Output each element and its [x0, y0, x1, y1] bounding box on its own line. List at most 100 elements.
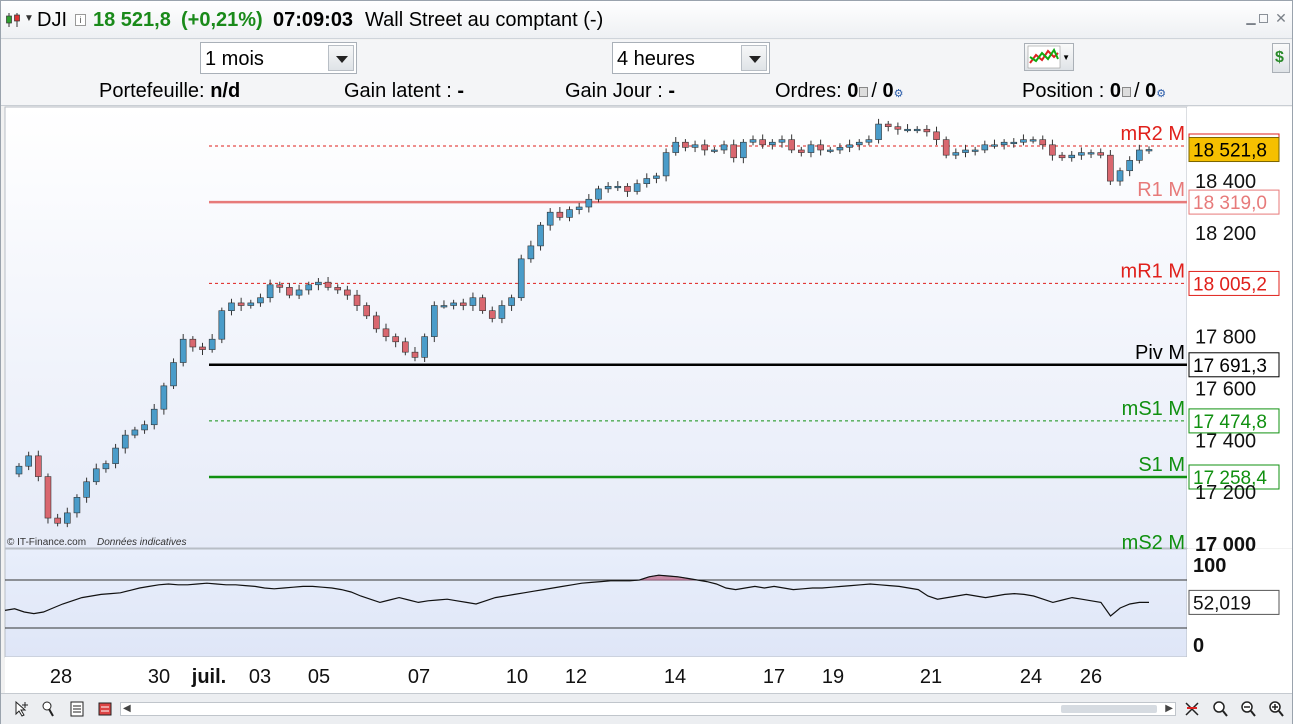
order-book-icon[interactable] [859, 86, 869, 97]
candle-body [527, 245, 535, 260]
symbol: DJI [37, 9, 67, 31]
candle [585, 194, 593, 213]
gears-icon[interactable]: ⚙ [893, 87, 904, 100]
interval-select[interactable]: 4 heures [612, 42, 770, 74]
candle [904, 124, 911, 133]
time-scrollbar[interactable]: ◀ ▶ [120, 702, 1176, 716]
scroll-thumb[interactable] [1061, 705, 1157, 713]
candle-body [1020, 139, 1027, 143]
candle-body [846, 144, 853, 148]
draw-icon[interactable] [41, 700, 57, 718]
candle [798, 146, 805, 157]
candle [44, 473, 52, 524]
x-tick-label: juil. [191, 666, 226, 688]
level-value-r1-m: 18 319,0 [1193, 193, 1267, 214]
candle [431, 301, 438, 343]
candle [276, 281, 284, 293]
zoom-in-icon[interactable] [1268, 700, 1284, 718]
candle [334, 284, 342, 294]
gears-icon[interactable]: ⚙ [1156, 87, 1167, 100]
indicator-tick-min: 0 [1193, 635, 1204, 657]
dropdown-arrow-icon[interactable]: ▼ [24, 13, 34, 24]
dollar-icon: $ [1275, 49, 1284, 66]
price-change: (+0,21%) [181, 9, 263, 31]
interval-value: 4 heures [617, 48, 695, 70]
candle-body [942, 139, 950, 156]
level-name-piv-m: Piv M [1135, 342, 1185, 364]
instrument-name: Wall Street au comptant (-) [365, 9, 604, 31]
list-icon[interactable] [69, 700, 85, 718]
zoom-fit-icon[interactable] [1212, 700, 1228, 718]
candle [817, 139, 824, 156]
candle [411, 346, 419, 362]
candle-body [54, 517, 61, 524]
bottom-toolbar: ◀ ▶ [1, 693, 1292, 724]
position-book-icon[interactable] [1121, 86, 1131, 97]
level-name-s1-m: S1 M [1138, 454, 1185, 476]
candle [315, 278, 322, 291]
candle [614, 181, 622, 191]
chevron-down-icon[interactable] [328, 45, 354, 71]
chevron-down-icon[interactable]: ▼ [1062, 53, 1070, 62]
candle-body [382, 328, 390, 337]
candle [653, 172, 660, 184]
candle [421, 333, 428, 363]
candle [682, 139, 689, 152]
candle [1029, 136, 1037, 144]
candle [1116, 167, 1124, 186]
candle-body [334, 287, 342, 291]
candle-body [402, 341, 409, 353]
day-gain-label: Gain Jour : [565, 80, 663, 102]
position-separator: / [1133, 80, 1140, 102]
candle [836, 143, 844, 154]
close-icon[interactable]: ✕ [1275, 10, 1287, 26]
candlestick-icon [6, 13, 20, 27]
restore-icon[interactable] [1259, 14, 1268, 23]
candle-body [363, 305, 370, 317]
x-tick-label: 10 [506, 666, 528, 688]
candle-body [537, 224, 544, 247]
candle-body [643, 178, 651, 184]
chevron-left-icon[interactable]: ◀ [123, 703, 131, 714]
settings-icon[interactable] [97, 700, 113, 718]
candle [382, 323, 390, 342]
candle [846, 139, 853, 153]
candle-body [691, 144, 699, 148]
candle-body [991, 144, 998, 147]
candle [295, 284, 303, 300]
candle-body [353, 294, 361, 306]
candle [218, 307, 226, 344]
portfolio-bar: Portefeuille: n/d Gain latent : - Gain J… [1, 78, 1292, 106]
chevron-down-icon[interactable] [741, 45, 767, 71]
candle-body [1097, 152, 1105, 156]
candle-body [585, 198, 593, 208]
candle-body [624, 185, 631, 192]
candle [971, 146, 979, 156]
candle-body [740, 141, 747, 159]
level-value-s1-m: 17 258,4 [1193, 468, 1267, 489]
candle-body [83, 481, 90, 498]
minimize-icon[interactable]: ▁ [1246, 11, 1256, 25]
x-tick-label: 05 [308, 666, 330, 688]
candle [141, 420, 148, 434]
chevron-right-icon[interactable]: ▶ [1165, 703, 1173, 714]
candle [344, 285, 351, 300]
candle-body [459, 302, 467, 306]
day-gain-value: - [668, 80, 676, 102]
period-value: 1 mois [205, 48, 264, 70]
candle-body [1078, 152, 1085, 156]
crosshair-icon[interactable] [13, 700, 29, 718]
period-select[interactable]: 1 mois [200, 42, 357, 74]
info-icon[interactable]: i [75, 14, 86, 26]
x-tick-label: 19 [822, 666, 844, 688]
level-tag-mr1-m [1188, 270, 1280, 296]
chart-type-button[interactable]: ▼ [1024, 43, 1074, 71]
fit-icon[interactable] [1184, 700, 1200, 718]
orders-separator: / [871, 80, 877, 102]
candle [672, 137, 680, 156]
candle [962, 144, 969, 158]
extra-tool-button[interactable]: $ [1272, 43, 1290, 73]
zoom-out-icon[interactable] [1240, 700, 1256, 718]
indicator-chart-icon [1027, 45, 1061, 69]
